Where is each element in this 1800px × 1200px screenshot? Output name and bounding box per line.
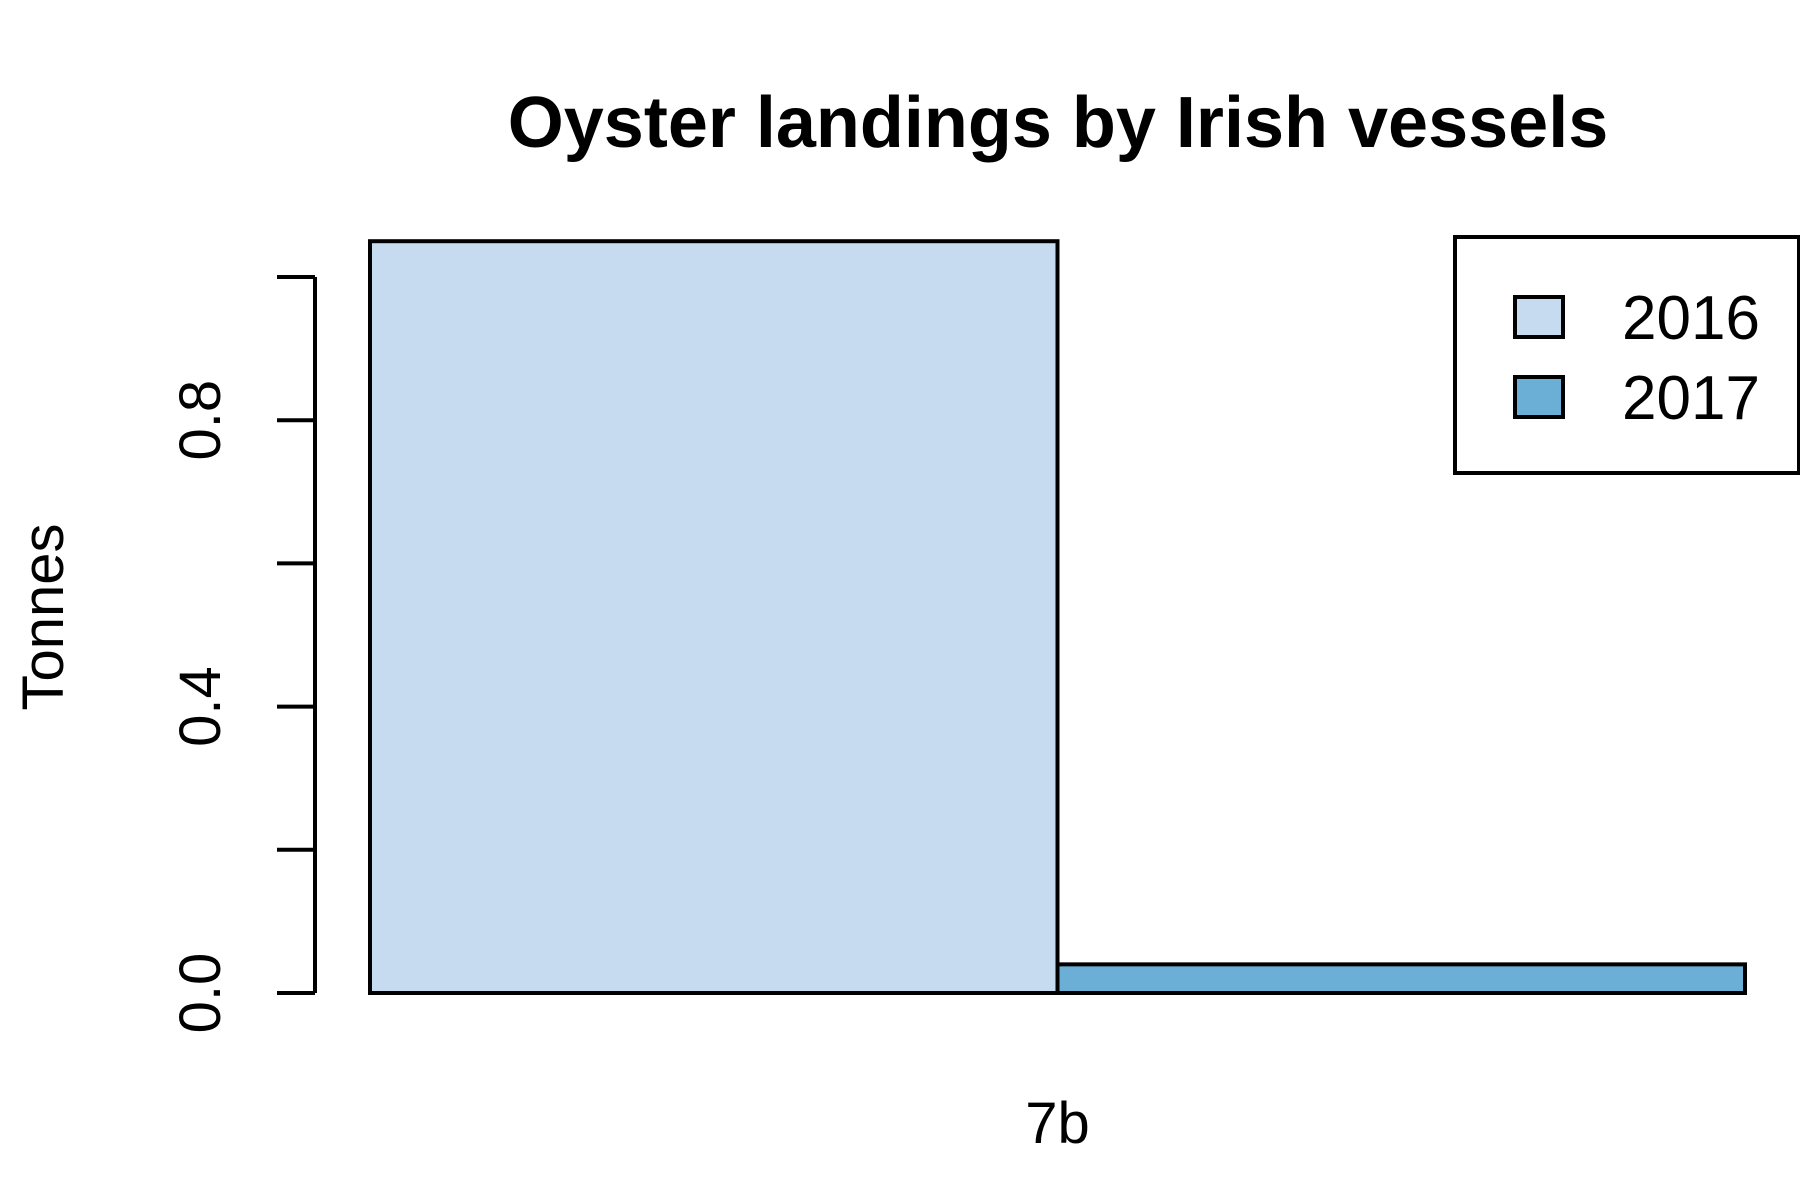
x-axis: 7b: [1025, 1091, 1090, 1156]
y-axis: 0.0 0.4 0.8: [168, 275, 317, 1034]
legend: 2016 2017: [1453, 235, 1800, 475]
bar-2017: [1055, 962, 1747, 995]
legend-label-2016: 2016: [1622, 284, 1760, 353]
y-tick-label: 0.8: [168, 380, 233, 461]
legend-label-2017: 2017: [1622, 364, 1760, 433]
legend-swatch-2016: [1513, 295, 1565, 339]
y-tick-label: 0.4: [168, 666, 233, 747]
legend-box: [1453, 235, 1800, 475]
chart-title: Oyster landings by Irish vessels: [508, 83, 1609, 163]
y-axis-label: Tonnes: [11, 523, 76, 710]
y-tick-label: 0.0: [168, 953, 233, 1034]
legend-swatch-2017: [1513, 375, 1565, 419]
bar-2016: [368, 239, 1060, 995]
bars-group: [368, 239, 1747, 995]
x-category-label: 7b: [1025, 1091, 1090, 1156]
